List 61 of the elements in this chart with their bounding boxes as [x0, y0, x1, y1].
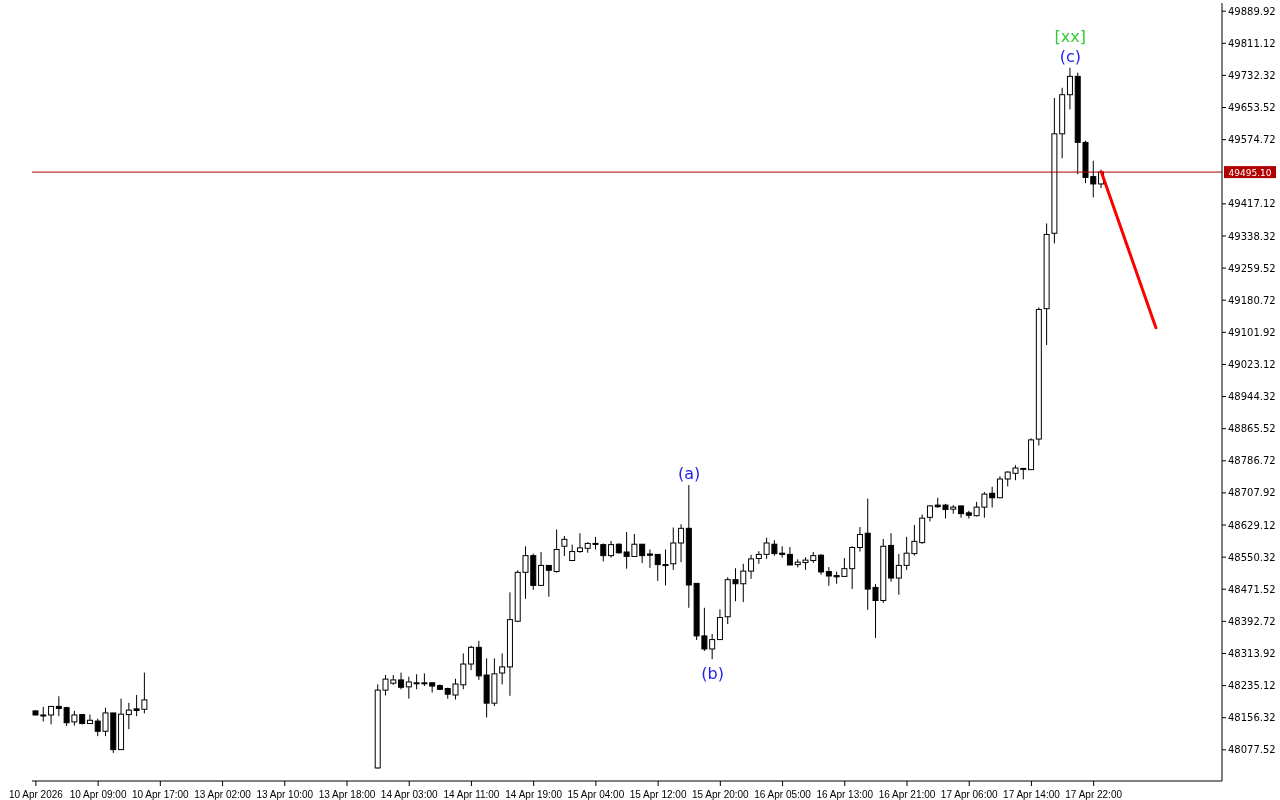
y-tick-label: 48944.32: [1228, 391, 1276, 403]
annotation: (a): [678, 464, 701, 484]
y-tick-label: 49732.32: [1228, 69, 1276, 81]
y-tick-label: 48471.52: [1228, 583, 1276, 595]
candlestick: [856, 526, 863, 553]
y-tick-label: 48156.32: [1228, 712, 1276, 724]
y-tick-label: 49180.72: [1228, 294, 1276, 306]
y-tick-label: 49417.12: [1228, 198, 1276, 210]
x-tick-label: 13 Apr 02:00: [194, 789, 252, 800]
y-tick-label: 48235.12: [1228, 680, 1276, 692]
candlestick: [818, 553, 825, 576]
y-tick-label: 49811.12: [1228, 37, 1276, 49]
y-tick-label: 48629.12: [1228, 519, 1276, 531]
y-tick-label: 48077.52: [1228, 744, 1276, 756]
candlestick: [996, 475, 1003, 499]
y-tick-label: 48707.92: [1228, 487, 1276, 499]
y-tick-label: 49259.52: [1228, 262, 1276, 274]
x-tick-label: 14 Apr 11:00: [443, 789, 500, 800]
candlestick: [678, 523, 685, 563]
y-tick-label: 49023.12: [1228, 358, 1276, 370]
candlestick: [670, 527, 677, 571]
y-tick-label: 49889.92: [1228, 5, 1276, 17]
candlestick: [561, 535, 568, 557]
candlestick: [646, 549, 653, 569]
candlestick: [538, 551, 545, 586]
candlestick: [48, 705, 55, 725]
x-tick-label: 10 Apr 17:00: [131, 789, 190, 800]
y-tick-label: 49338.32: [1228, 230, 1276, 242]
y-tick-label: 48550.32: [1228, 551, 1276, 563]
x-tick-label: 14 Apr 03:00: [380, 789, 439, 800]
candlestick: [468, 645, 475, 671]
candlestick: [576, 532, 583, 554]
x-tick-label: 16 Apr 13:00: [816, 789, 874, 800]
y-tick-label: 49101.92: [1228, 326, 1276, 338]
x-tick-label: 15 Apr 12:00: [629, 789, 687, 800]
y-tick-label: 48313.92: [1228, 648, 1276, 660]
x-tick-label: 16 Apr 21:00: [878, 789, 936, 800]
y-tick-label: 49574.72: [1228, 134, 1276, 146]
x-tick-label: 10 Apr 2026: [8, 789, 64, 800]
candlestick: [716, 608, 723, 641]
x-tick-label: 10 Apr 09:00: [69, 789, 127, 800]
candlestick: [1066, 67, 1073, 110]
x-tick-label: 14 Apr 19:00: [505, 789, 563, 800]
annotation: [xx]: [1054, 26, 1087, 46]
x-tick-label: 15 Apr 04:00: [567, 789, 625, 800]
x-tick-label: 17 Apr 14:00: [1003, 789, 1061, 800]
y-tick-label: 48392.72: [1228, 615, 1276, 627]
annotation: (b): [701, 664, 724, 684]
candlestick: [86, 714, 93, 725]
x-tick-label: 15 Apr 20:00: [691, 789, 750, 800]
annotation: (c): [1059, 46, 1081, 66]
candlestick: [748, 554, 755, 580]
x-tick-label: 17 Apr 22:00: [1065, 789, 1123, 800]
y-tick-label: 49653.52: [1228, 102, 1276, 114]
y-tick-label: 48865.52: [1228, 423, 1276, 435]
ref-line-label: 49495.10: [1228, 168, 1272, 179]
x-tick-label: 17 Apr 06:00: [940, 789, 999, 800]
x-tick-label: 13 Apr 10:00: [256, 789, 314, 800]
x-tick-label: 13 Apr 18:00: [318, 789, 376, 800]
y-tick-label: 48786.72: [1228, 455, 1276, 467]
x-tick-label: 16 Apr 05:00: [754, 789, 812, 800]
